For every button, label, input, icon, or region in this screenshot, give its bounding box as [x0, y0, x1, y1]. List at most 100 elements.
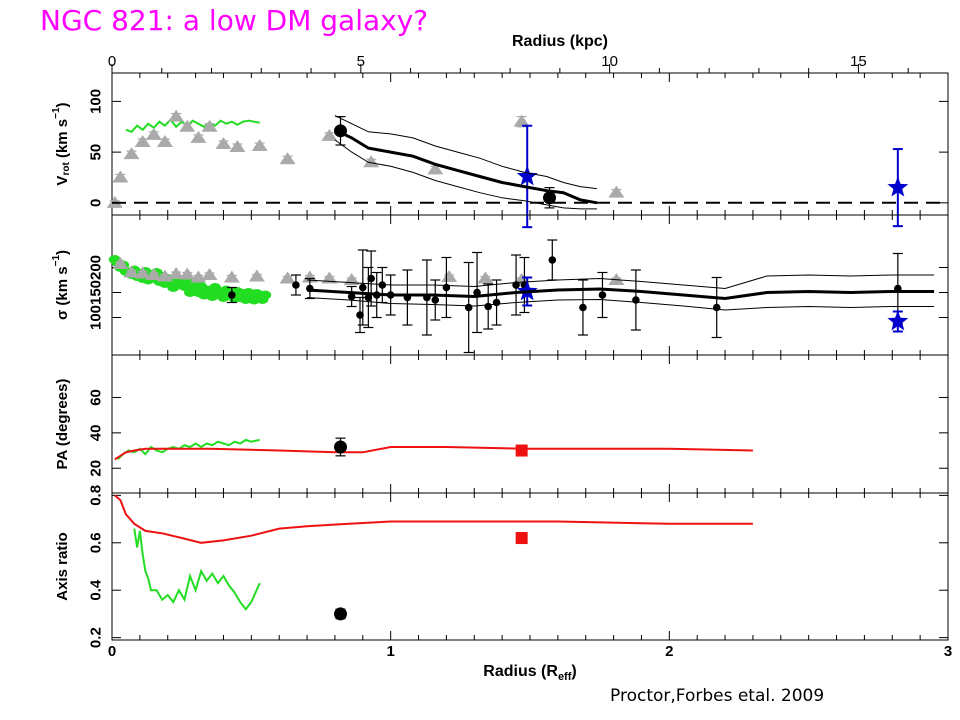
y-tick-label: 20	[88, 460, 105, 477]
y-tick-label: 100	[88, 89, 105, 114]
series-model-lower	[307, 297, 935, 311]
y-axis-label-part: σ (km s	[54, 266, 71, 320]
series-green-line	[133, 528, 261, 611]
data-point-circle	[364, 293, 373, 302]
data-point-circle	[473, 288, 481, 297]
series-line	[114, 494, 753, 544]
series-line	[307, 297, 935, 311]
series-line	[334, 115, 597, 190]
data-point-triangle	[279, 271, 296, 284]
data-point-circle	[492, 298, 501, 307]
bottom-axis-label: Radius (Reff)	[483, 663, 576, 683]
y-axis-label: PA (degrees)	[54, 379, 71, 470]
series-red-squares	[515, 444, 528, 457]
data-point-triangle	[321, 271, 338, 284]
series-gray-triangles	[112, 257, 625, 285]
data-point-star	[887, 176, 909, 197]
top-axis-tick-label: 5	[357, 53, 365, 70]
data-point-triangle	[215, 137, 232, 149]
data-point-circle	[598, 291, 607, 299]
bottom-axis-label-end: )	[571, 663, 576, 680]
data-point-triangle	[321, 128, 338, 141]
series-red-line	[114, 494, 753, 544]
top-axis: 0 5 10 15 Radius (kpc)	[108, 33, 948, 74]
y-tick-label: 0	[88, 199, 105, 207]
series-line	[307, 274, 935, 290]
data-point-circle	[712, 303, 721, 312]
series-red-squares	[515, 532, 528, 545]
data-point-triangle	[145, 127, 162, 140]
top-axis-label: Radius (kpc)	[512, 33, 608, 50]
y-axis-label-part: rot	[61, 162, 72, 176]
data-point-square	[515, 532, 528, 545]
series-green-points	[108, 255, 272, 305]
data-point-circle	[334, 607, 348, 621]
data-point-triangle	[190, 130, 207, 143]
series-model	[334, 128, 598, 205]
data-point-triangle	[112, 257, 129, 269]
data-point-circle	[378, 281, 387, 289]
data-point-triangle	[201, 119, 218, 132]
panel-frame	[111, 492, 949, 641]
data-point-circle	[228, 291, 236, 299]
bottom-axis-tick-label: 1	[386, 643, 394, 660]
series-black-circles	[334, 607, 348, 621]
y-axis-label: Axis ratio	[54, 532, 71, 600]
data-point-triangle	[145, 268, 162, 280]
y-axis-label-part: (km s	[54, 119, 71, 162]
data-point-triangle	[134, 266, 151, 279]
series-model	[307, 287, 935, 301]
series-line	[125, 118, 260, 133]
data-point-triangle	[229, 140, 246, 153]
data-point-circle	[431, 296, 440, 304]
data-point-triangle	[123, 147, 140, 160]
series-model-upper	[307, 274, 935, 290]
panel-frame	[111, 354, 949, 494]
y-tick-label: 0.4	[88, 579, 105, 601]
y-tick-label: 50	[88, 144, 105, 161]
y-axis-label: σ (km s−1)	[51, 250, 71, 320]
series-line	[334, 139, 597, 210]
y-axis-label-part: −1	[51, 255, 62, 267]
citation-credit: Proctor,Forbes etal. 2009	[610, 686, 825, 706]
data-point-triangle	[248, 269, 265, 282]
data-point-circle	[442, 283, 451, 292]
data-point-circle	[548, 256, 557, 264]
data-point-triangle	[477, 271, 494, 284]
data-point-square	[515, 444, 528, 457]
data-point-triangle	[112, 170, 129, 183]
data-point-triangle	[223, 270, 240, 283]
y-tick-label: 200	[88, 255, 105, 280]
page-title: NGC 821: a low DM galaxy?	[40, 4, 429, 37]
bottom-axis-tick-label: 0	[108, 643, 116, 660]
series-model-upper	[334, 115, 597, 190]
y-axis-label-part: V	[54, 176, 71, 186]
panel-axis_ratio: 0.2 0.4 0.6 0.8 Axis ratio	[54, 485, 949, 648]
y-axis-label-part: Axis ratio	[54, 532, 71, 600]
data-point-triangle	[513, 114, 530, 127]
data-point-triangle	[134, 134, 151, 147]
data-point-triangle	[301, 270, 318, 283]
y-tick-label: 0.2	[88, 627, 105, 648]
y-axis-label: Vrot (km s−1)	[51, 102, 72, 185]
data-point-triangle	[441, 270, 458, 282]
data-point-triangle	[363, 155, 380, 168]
series-black-circles	[334, 437, 348, 457]
data-point-circle	[292, 281, 300, 289]
data-point-triangle	[123, 265, 140, 278]
series-line	[114, 446, 753, 461]
data-point-triangle	[168, 267, 185, 279]
data-point-circle	[359, 283, 367, 292]
data-point-triangle	[427, 162, 444, 175]
series-red-line	[114, 446, 753, 461]
data-point-circle	[356, 311, 364, 319]
bottom-axis-label-sub: eff	[558, 671, 572, 683]
series-line	[334, 128, 598, 205]
bottom-axis-tick-label: 2	[665, 643, 673, 660]
data-point-circle	[347, 292, 356, 301]
top-axis-tick-label: 15	[850, 53, 867, 70]
y-tick-label: 100	[88, 305, 105, 330]
data-point-triangle	[156, 134, 173, 147]
